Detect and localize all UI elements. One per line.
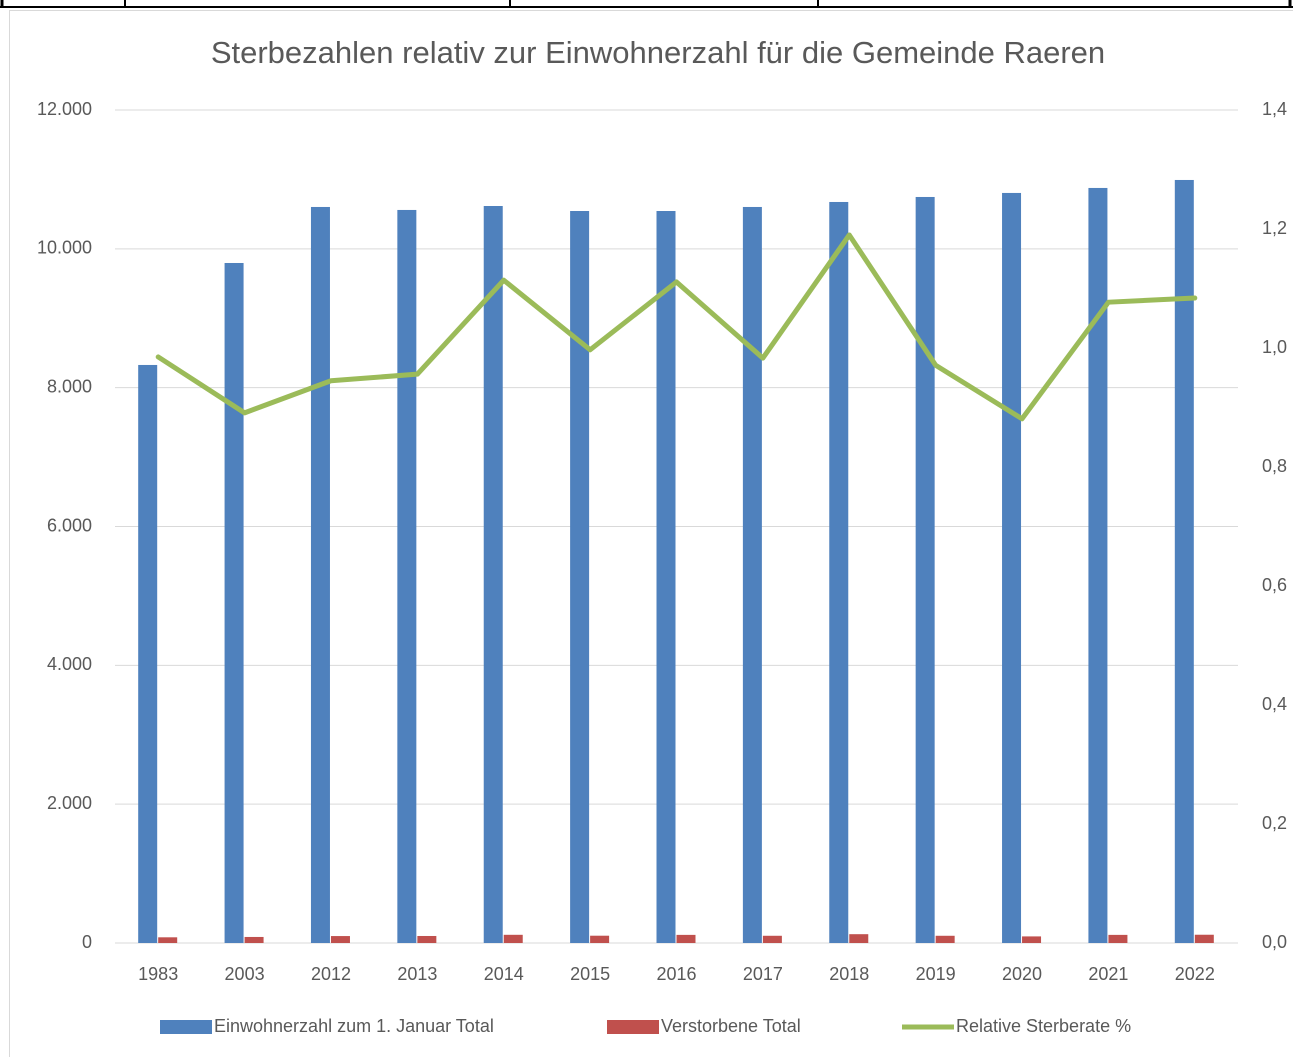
bar bbox=[762, 935, 782, 943]
line-series bbox=[155, 232, 1198, 422]
bar bbox=[224, 262, 244, 943]
x-tick-label: 2016 bbox=[656, 964, 696, 984]
bar bbox=[742, 206, 762, 943]
x-tick-label: 2015 bbox=[570, 964, 610, 984]
x-tick-label: 2013 bbox=[397, 964, 437, 984]
bar bbox=[310, 206, 330, 943]
bar bbox=[829, 201, 849, 944]
bar bbox=[656, 211, 676, 944]
legend-swatch bbox=[160, 1020, 212, 1034]
y2-tick-label: 0,0 bbox=[1262, 932, 1287, 952]
bar bbox=[138, 364, 158, 943]
y-tick-label: 6.000 bbox=[47, 515, 92, 535]
y2-tick-label: 0,4 bbox=[1262, 694, 1287, 714]
y2-tick-label: 1,2 bbox=[1262, 218, 1287, 238]
y-tick-label: 10.000 bbox=[37, 238, 92, 258]
bar bbox=[158, 937, 178, 943]
y2-tick-label: 1,4 bbox=[1262, 99, 1287, 119]
legend-swatch bbox=[607, 1020, 659, 1034]
bar bbox=[1174, 179, 1194, 944]
legend-label: Relative Sterberate % bbox=[956, 1016, 1131, 1036]
chart-frame bbox=[9, 10, 1293, 1057]
x-tick-label: 2022 bbox=[1175, 964, 1215, 984]
bar bbox=[1088, 187, 1108, 944]
legend-label: Einwohnerzahl zum 1. Januar Total bbox=[214, 1016, 494, 1036]
bar bbox=[1002, 192, 1022, 944]
x-tick-label: 2020 bbox=[1002, 964, 1042, 984]
bar bbox=[590, 935, 610, 943]
bar bbox=[244, 936, 264, 943]
bar bbox=[570, 211, 590, 944]
x-tick-label: 2018 bbox=[829, 964, 869, 984]
bar bbox=[417, 935, 437, 943]
y2-tick-label: 0,8 bbox=[1262, 456, 1287, 476]
y2-tick-label: 1,0 bbox=[1262, 337, 1287, 357]
y2-tick-label: 0,2 bbox=[1262, 813, 1287, 833]
bar bbox=[483, 206, 503, 944]
x-tick-label: 2021 bbox=[1088, 964, 1128, 984]
bar bbox=[915, 196, 935, 944]
y-tick-label: 8.000 bbox=[47, 376, 92, 396]
y-tick-label: 12.000 bbox=[37, 99, 92, 119]
bar bbox=[1108, 934, 1128, 943]
bar bbox=[1022, 936, 1042, 943]
bar bbox=[676, 934, 696, 943]
bar bbox=[1194, 934, 1214, 943]
y-tick-label: 0 bbox=[82, 932, 92, 952]
x-tick-label: 1983 bbox=[138, 964, 178, 984]
bar bbox=[330, 936, 350, 943]
table-row bbox=[0, 0, 1293, 6]
bar bbox=[503, 934, 523, 943]
x-tick-label: 2017 bbox=[743, 964, 783, 984]
bar bbox=[935, 935, 955, 943]
legend-label: Verstorbene Total bbox=[661, 1016, 801, 1036]
chart-title: Sterbezahlen relativ zur Einwohnerzahl f… bbox=[211, 35, 1105, 70]
y-tick-label: 4.000 bbox=[47, 654, 92, 674]
x-tick-label: 2014 bbox=[484, 964, 524, 984]
x-tick-label: 2012 bbox=[311, 964, 351, 984]
bar bbox=[397, 209, 417, 943]
y-tick-label: 2.000 bbox=[47, 793, 92, 813]
x-tick-label: 2019 bbox=[916, 964, 956, 984]
bar bbox=[849, 934, 869, 943]
y2-tick-label: 0,6 bbox=[1262, 575, 1287, 595]
x-tick-label: 2003 bbox=[225, 964, 265, 984]
